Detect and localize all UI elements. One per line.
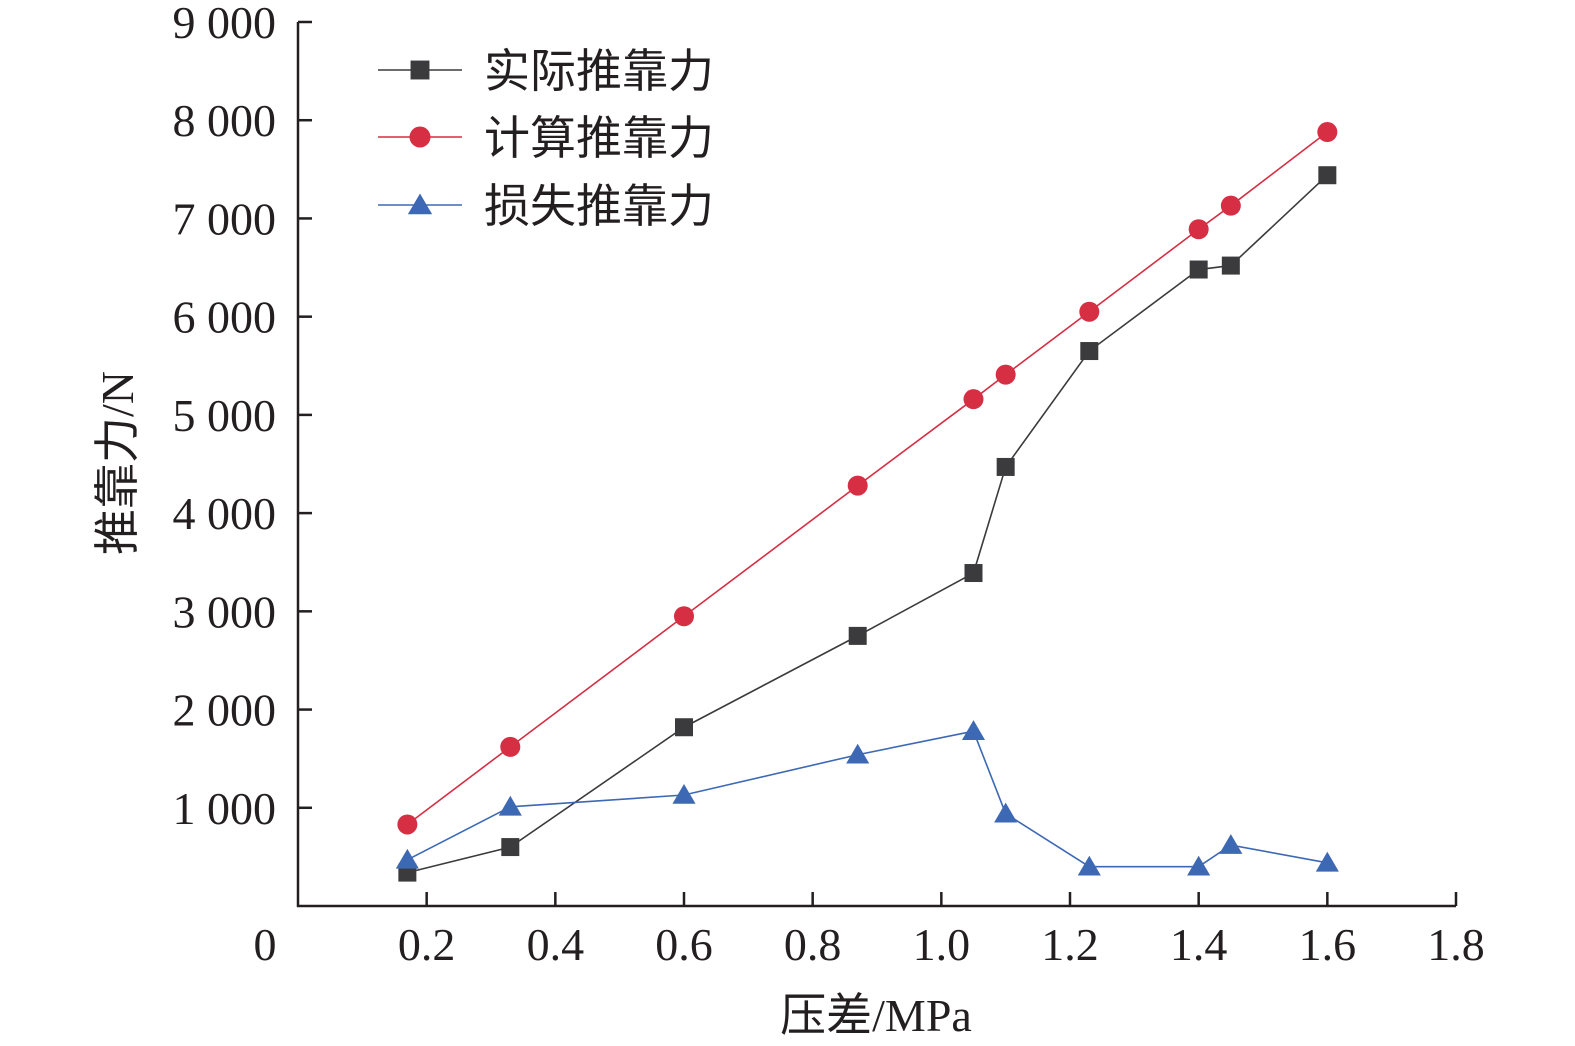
series-line-2 xyxy=(406,131,1328,826)
axes xyxy=(296,22,1456,908)
data-point-circle xyxy=(963,389,984,410)
legend-label: 计算推靠力 xyxy=(484,113,714,164)
data-point-circle xyxy=(1317,122,1338,143)
data-point-square xyxy=(996,457,1015,476)
x-tick-label: 0.4 xyxy=(527,919,585,970)
data-point-circle xyxy=(847,475,868,496)
y-tick-label: 3 000 xyxy=(173,586,277,637)
data-point-circle xyxy=(1220,195,1241,216)
x-tick-label: 0.8 xyxy=(784,919,842,970)
y-tick-label: 6 000 xyxy=(173,292,277,343)
data-point-triangle xyxy=(498,795,522,816)
y-tick-label: 4 000 xyxy=(173,488,277,539)
legend-label: 损失推靠力 xyxy=(484,181,714,232)
y-tick-label: 1 000 xyxy=(173,783,277,834)
data-point-square xyxy=(501,838,520,857)
data-point-circle xyxy=(1079,301,1100,322)
legend-marker-triangle xyxy=(407,193,433,215)
x-tick-label: 1.8 xyxy=(1427,919,1485,970)
data-point-triangle xyxy=(994,802,1018,823)
y-tick-label: 8 000 xyxy=(173,95,277,146)
y-tick-label: 5 000 xyxy=(173,390,277,441)
x-tick-label: 1.0 xyxy=(913,919,971,970)
legend-marker-circle xyxy=(409,126,431,148)
data-point-triangle xyxy=(672,784,696,804)
series-lines xyxy=(406,131,1328,874)
x-tick-label: 1.2 xyxy=(1041,919,1099,970)
data-point-triangle xyxy=(1187,855,1211,876)
series-line-1 xyxy=(407,174,1328,874)
data-point-square xyxy=(1080,342,1099,361)
data-point-triangle xyxy=(1315,851,1339,872)
data-point-square xyxy=(1189,260,1208,279)
x-tick-label: 0.2 xyxy=(398,919,456,970)
y-tick-label: 7 000 xyxy=(173,193,277,244)
x-tick-label: 1.6 xyxy=(1299,919,1357,970)
data-point-triangle xyxy=(1077,855,1101,876)
x-tick-label: 1.4 xyxy=(1170,919,1228,970)
data-point-triangle xyxy=(1219,834,1243,854)
series-line-3 xyxy=(407,730,1328,868)
x-tick-label: 0 xyxy=(254,919,277,970)
y-ticks: 1 000 2 000 3 000 4 000 5 000 6 000 7 000 8 000… xyxy=(173,0,312,834)
y-tick-label: 2 000 xyxy=(173,685,277,736)
data-point-triangle xyxy=(846,743,870,764)
series-markers xyxy=(395,122,1339,882)
legend-label: 实际推靠力 xyxy=(484,46,714,97)
data-point-circle xyxy=(397,814,418,835)
data-point-circle xyxy=(1188,219,1209,240)
data-point-square xyxy=(964,564,983,583)
data-point-square xyxy=(675,718,693,737)
data-point-square xyxy=(1221,256,1240,275)
data-point-triangle xyxy=(961,720,986,740)
y-tick-label: 9 000 xyxy=(173,0,277,48)
x-tick-label: 0.6 xyxy=(655,919,713,970)
data-point-circle xyxy=(674,606,694,627)
x-ticks: 0 0.2 0.4 0.6 0.8 1.0 1.2 1.4 1.6 1.8 xyxy=(254,892,1485,970)
x-axis-title: 压差/MPa xyxy=(780,990,972,1041)
data-point-circle xyxy=(500,736,521,757)
data-point-circle xyxy=(995,364,1016,385)
data-point-triangle xyxy=(395,848,419,869)
data-point-square xyxy=(1318,166,1337,185)
legend-marker-square xyxy=(410,60,430,80)
y-axis-title: 推靠力/N xyxy=(92,371,143,555)
data-point-square xyxy=(848,626,867,645)
